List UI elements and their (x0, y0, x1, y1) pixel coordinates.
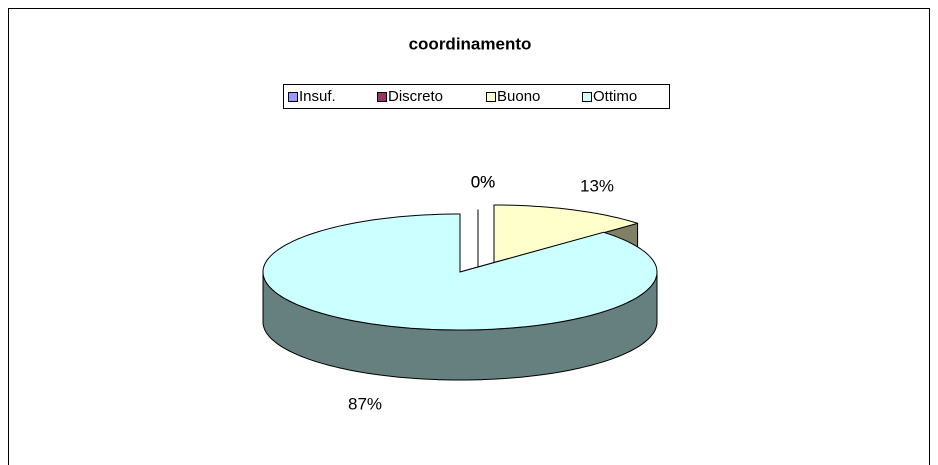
pie-slice (262, 213, 658, 381)
data-label: 87% (348, 394, 382, 413)
legend-label: Buono (497, 88, 540, 105)
legend-swatch (582, 92, 592, 102)
slice-top (493, 204, 639, 264)
legend-label: Ottimo (593, 88, 637, 105)
legend-label: Insuf. (299, 88, 336, 105)
chart-title: coordinamento (409, 34, 532, 53)
legend-swatch (377, 92, 387, 102)
data-label: 13% (580, 176, 614, 195)
legend-label: Discreto (388, 88, 443, 105)
legend-swatch (288, 92, 298, 102)
data-label: 0% (471, 172, 496, 191)
legend-box (283, 84, 670, 109)
legend-swatch (486, 92, 496, 102)
slice-top (262, 213, 658, 331)
data-label: 0% (471, 172, 496, 191)
chart-frame (8, 8, 930, 465)
